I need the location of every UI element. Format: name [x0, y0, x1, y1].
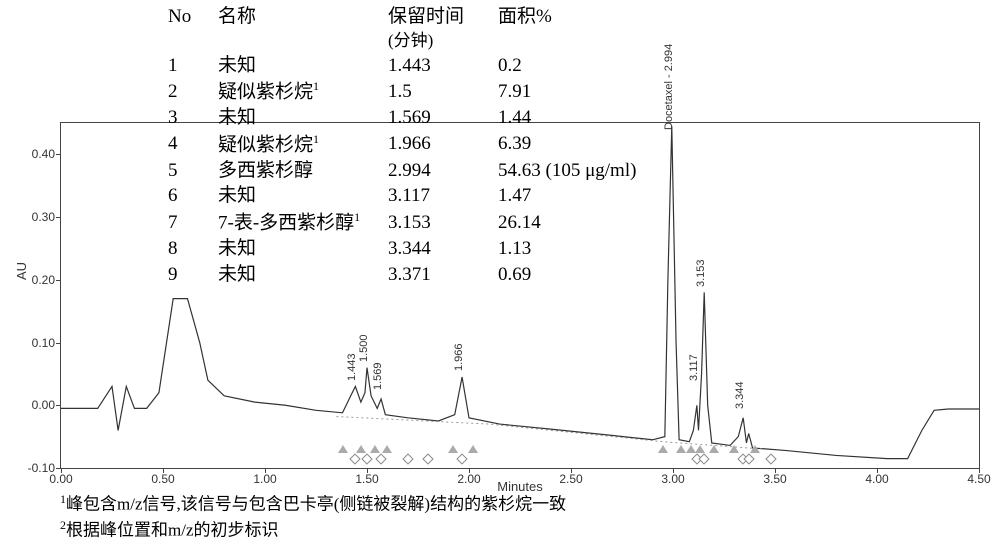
- cell-rt: 2.994: [380, 158, 490, 184]
- cell-rt: 3.371: [380, 262, 490, 288]
- cell-no: 1: [160, 53, 210, 79]
- y-axis-label: AU: [14, 262, 29, 280]
- table-row: 2疑似紫杉烷11.57.91: [160, 78, 690, 105]
- peak-start-marker-icon: [382, 445, 392, 453]
- cell-rt: 3.117: [380, 183, 490, 209]
- table-row: 1未知1.4430.2: [160, 53, 690, 79]
- cell-no: 8: [160, 236, 210, 262]
- peak-start-marker-icon: [676, 445, 686, 453]
- table-row: 4疑似紫杉烷11.9666.39: [160, 131, 690, 158]
- cell-name: 未知: [210, 105, 380, 131]
- cell-no: 3: [160, 105, 210, 131]
- cell-name: 多西紫杉醇: [210, 158, 380, 184]
- peak-label: 1.966: [453, 344, 465, 372]
- cell-rt: 3.153: [380, 209, 490, 236]
- table-row: 6未知3.1171.47: [160, 183, 690, 209]
- footnote-2: 2根据峰位置和m/z的初步标识: [60, 517, 566, 542]
- peak-start-marker-icon: [750, 445, 760, 453]
- cell-rt: 3.344: [380, 236, 490, 262]
- cell-no: 4: [160, 131, 210, 158]
- peak-start-marker-icon: [356, 445, 366, 453]
- peak-label: 1.500: [358, 334, 370, 362]
- col-header-no: No: [160, 4, 210, 30]
- peak-label: 3.344: [734, 381, 746, 409]
- cell-area: 0.69: [490, 262, 690, 288]
- footnote-1: 1峰包含m/z信号,该信号与包含巴卡亭(侧链被裂解)结构的紫杉烷一致: [60, 491, 566, 516]
- cell-no: 6: [160, 183, 210, 209]
- cell-name: 7-表-多西紫杉醇1: [210, 209, 380, 236]
- cell-area: 1.44: [490, 105, 690, 131]
- cell-area: 1.47: [490, 183, 690, 209]
- peak-label: 1.443: [346, 353, 358, 381]
- cell-rt: 1.5: [380, 78, 490, 105]
- peak-label: 3.153: [695, 259, 707, 287]
- cell-no: 9: [160, 262, 210, 288]
- table-row: 5多西紫杉醇2.99454.63 (105 μg/ml): [160, 158, 690, 184]
- table-row: 77-表-多西紫杉醇13.15326.14: [160, 209, 690, 236]
- cell-rt: 1.443: [380, 53, 490, 79]
- cell-rt: 1.569: [380, 105, 490, 131]
- cell-area: 7.91: [490, 78, 690, 105]
- peak-label: 1.569: [372, 363, 384, 391]
- table-row: 3未知1.5691.44: [160, 105, 690, 131]
- col-header-name: 名称: [210, 4, 380, 30]
- cell-name: 未知: [210, 262, 380, 288]
- cell-area: 54.63 (105 μg/ml): [490, 158, 690, 184]
- cell-area: 1.13: [490, 236, 690, 262]
- col-header-area: 面积%: [490, 4, 690, 30]
- peak-start-marker-icon: [338, 445, 348, 453]
- cell-area: 0.2: [490, 53, 690, 79]
- cell-name: 疑似紫杉烷1: [210, 78, 380, 105]
- table-row: 9未知3.3710.69: [160, 262, 690, 288]
- cell-no: 7: [160, 209, 210, 236]
- cell-no: 5: [160, 158, 210, 184]
- cell-no: 2: [160, 78, 210, 105]
- cell-rt: 1.966: [380, 131, 490, 158]
- cell-name: 未知: [210, 53, 380, 79]
- peak-start-marker-icon: [709, 445, 719, 453]
- cell-name: 未知: [210, 236, 380, 262]
- footnote-2-text: 根据峰位置和m/z的初步标识: [66, 520, 279, 539]
- peak-start-marker-icon: [448, 445, 458, 453]
- cell-name: 未知: [210, 183, 380, 209]
- col-header-rt-sub: (分钟): [380, 30, 490, 53]
- peak-start-marker-icon: [729, 445, 739, 453]
- peak-start-marker-icon: [468, 445, 478, 453]
- table-row: 8未知3.3441.13: [160, 236, 690, 262]
- cell-name: 疑似紫杉烷1: [210, 131, 380, 158]
- peak-table: No 名称 保留时间 面积% (分钟) 1未知1.4430.22疑似紫杉烷11.…: [160, 4, 690, 287]
- footnotes: 1峰包含m/z信号,该信号与包含巴卡亭(侧链被裂解)结构的紫杉烷一致 2根据峰位…: [60, 491, 566, 542]
- col-header-rt: 保留时间: [380, 4, 490, 30]
- peak-start-marker-icon: [658, 445, 668, 453]
- peak-label: 3.117: [688, 354, 700, 381]
- cell-area: 6.39: [490, 131, 690, 158]
- peak-start-marker-icon: [370, 445, 380, 453]
- footnote-1-text: 峰包含m/z信号,该信号与包含巴卡亭(侧链被裂解)结构的紫杉烷一致: [66, 495, 566, 514]
- peak-start-marker-icon: [695, 445, 705, 453]
- cell-area: 26.14: [490, 209, 690, 236]
